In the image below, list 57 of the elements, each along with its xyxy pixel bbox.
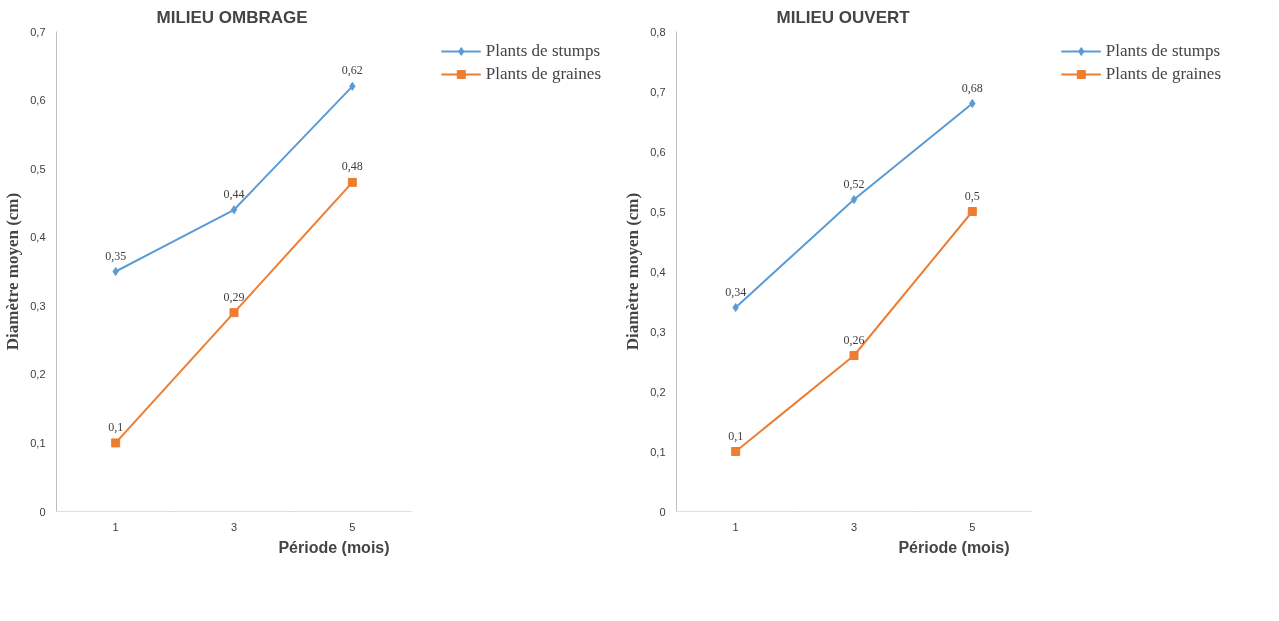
y-axis-title: Diamètre moyen (cm) [623, 192, 643, 351]
point [112, 267, 119, 276]
x-tick-label: 1 [112, 520, 119, 533]
y-tick-label: 0 [39, 505, 46, 518]
y-tick-label: 0,2 [650, 385, 666, 398]
y-tick-label: 0,4 [650, 265, 666, 278]
legend-label: Plants de graines [1105, 64, 1221, 84]
data-label: 0,48 [341, 159, 363, 174]
x-tick-label: 1 [732, 520, 739, 533]
y-tick-label: 0,5 [650, 205, 666, 218]
y-tick-label: 0,3 [650, 325, 666, 338]
data-label: 0,1 [108, 419, 124, 434]
y-tick-label: 0,5 [30, 162, 46, 175]
data-label: 0,1 [728, 428, 744, 443]
legend-label: Plants de stumps [485, 41, 601, 61]
point [229, 308, 239, 318]
point [967, 207, 977, 216]
y-tick-label: 0,6 [30, 94, 46, 107]
data-label: 0,44 [223, 186, 245, 201]
y-tick-label: 0,7 [30, 25, 46, 38]
data-label: 0,29 [223, 289, 245, 304]
point [349, 81, 356, 91]
data-label: 0,62 [341, 63, 363, 78]
point [969, 99, 976, 108]
point [347, 177, 357, 187]
chart-title: MILIEU OMBRAGE [156, 7, 308, 27]
x-axis-title: Période (mois) [898, 538, 1010, 556]
y-tick-label: 0,1 [30, 436, 46, 449]
y-tick-label: 0,4 [30, 231, 46, 244]
y-tick-label: 0 [659, 505, 666, 518]
point [850, 195, 858, 204]
point [849, 351, 859, 360]
legend-label: Plants de stumps [1105, 41, 1221, 61]
x-tick-label: 3 [230, 520, 238, 533]
data-label: 0,68 [961, 80, 983, 95]
y-tick-label: 0,8 [650, 25, 666, 38]
y-tick-label: 0,3 [30, 299, 46, 312]
y-tick-label: 0,1 [650, 445, 666, 458]
data-label: 0,5 [964, 188, 980, 203]
data-label: 0,52 [843, 176, 865, 191]
point [230, 205, 238, 215]
chart-title: MILIEU OUVERT [776, 7, 911, 27]
data-label: 0,34 [725, 284, 747, 299]
point [111, 438, 121, 448]
point [731, 447, 741, 456]
y-tick-label: 0,7 [650, 85, 666, 98]
data-label: 0,26 [843, 332, 865, 347]
x-tick-label: 5 [349, 520, 356, 533]
y-tick-label: 0,2 [30, 368, 46, 381]
data-label: 0,35 [105, 248, 127, 263]
x-axis-title: Période (mois) [278, 538, 390, 556]
y-axis-title: Diamètre moyen (cm) [3, 192, 23, 351]
y-tick-label: 0,6 [650, 145, 666, 158]
x-tick-label: 3 [850, 520, 858, 533]
legend-label: Plants de graines [485, 64, 601, 84]
x-tick-label: 5 [969, 520, 976, 533]
point [732, 303, 739, 312]
